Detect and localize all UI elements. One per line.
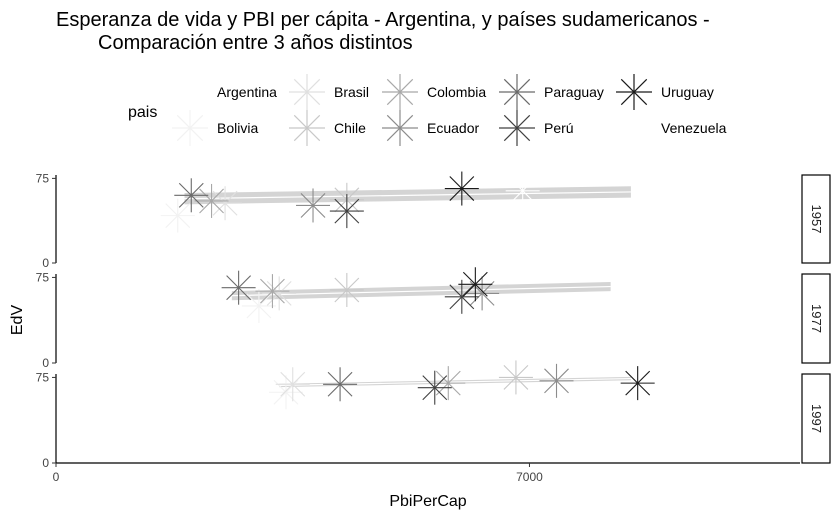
x-axis-label: PbiPerCap <box>389 493 466 510</box>
y-tick-label-1957-75: 75 <box>36 171 50 185</box>
point-1977-colombia <box>255 274 290 309</box>
point-1977-argentina <box>722 268 757 303</box>
legend-label-uruguay: Uruguay <box>661 84 714 100</box>
legend-key-colombia <box>382 74 418 110</box>
legend-label-bolivia: Bolivia <box>217 120 258 136</box>
trend-line-1957 <box>184 191 631 200</box>
point-1977-venezuela <box>708 269 743 304</box>
y-tick-label-1977-0: 0 <box>42 356 49 370</box>
point-1997-paraguay <box>323 367 358 402</box>
point-1957-argentina <box>505 173 540 208</box>
legend-label-chile: Chile <box>334 120 366 136</box>
legend-label-paraguay: Paraguay <box>544 84 604 100</box>
chart-title-line-1: Esperanza de vida y PBI per cápita - Arg… <box>56 9 710 31</box>
facet-panel-1977: 0 75 1977 <box>36 267 831 370</box>
trend-line-1977 <box>231 285 611 297</box>
facet-strip-label-1957: 1957 <box>809 205 824 234</box>
point-1997-bolivia <box>268 375 303 410</box>
point-1977-paraguay <box>221 270 256 305</box>
legend-key-argentina <box>172 74 208 110</box>
point-1997-chile <box>498 360 533 395</box>
facet-strip-1977: 1977 <box>801 273 831 364</box>
point-1957-peru <box>329 194 364 229</box>
y-tick-label-1997-75: 75 <box>36 370 50 384</box>
legend-key-bolivia <box>172 110 208 146</box>
point-1997-argentina <box>762 362 797 397</box>
point-1957-venezuela <box>701 182 736 217</box>
point-1997-venezuela <box>701 362 736 397</box>
point-1977-brasil <box>262 276 297 311</box>
point-1997-uruguay <box>620 366 655 401</box>
point-1997-colombia <box>431 366 466 401</box>
point-1957-colombia <box>194 183 229 218</box>
y-tick-label-1977-75: 75 <box>36 270 50 284</box>
legend-label-venezuela: Venezuela <box>661 120 727 136</box>
facet-strip-1997: 1997 <box>801 373 831 464</box>
point-1997-ecuador <box>539 363 574 398</box>
y-tick-label-1997-0: 0 <box>42 456 49 470</box>
legend: pais Argentina Bolivia Brasil Chile Colombia… <box>128 74 727 146</box>
legend-key-peru <box>499 110 535 146</box>
facet-panel-1997: 0 75 1997 <box>36 360 831 470</box>
x-tick-label-0: 0 <box>53 470 60 484</box>
legend-key-chile <box>289 110 325 146</box>
legend-key-paraguay <box>499 74 535 110</box>
legend-label-peru: Perú <box>544 120 574 136</box>
point-1977-chile <box>329 272 364 307</box>
facet-strip-label-1977: 1977 <box>809 304 824 333</box>
x-tick-label-7000: 7000 <box>516 470 543 484</box>
point-1957-paraguay <box>174 178 209 213</box>
point-1997-brasil <box>275 367 310 402</box>
legend-label-brasil: Brasil <box>334 84 369 100</box>
legend-label-ecuador: Ecuador <box>427 120 479 136</box>
point-1977-peru <box>444 279 479 314</box>
point-1997-peru <box>417 370 452 405</box>
y-tick-label-1957-0: 0 <box>42 256 49 270</box>
legend-key-brasil <box>289 74 325 110</box>
y-axis-label: EdV <box>9 305 26 336</box>
legend-title: pais <box>128 104 157 121</box>
legend-key-ecuador <box>382 110 418 146</box>
legend-label-colombia: Colombia <box>427 84 486 100</box>
point-1977-bolivia <box>241 288 276 323</box>
point-1957-uruguay <box>444 171 479 206</box>
chart-title-line-2: Comparación entre 3 años distintos <box>98 32 413 54</box>
facet-strip-1957: 1957 <box>801 174 831 264</box>
point-1957-ecuador <box>296 188 331 223</box>
facet-strip-label-1997: 1997 <box>809 404 824 433</box>
legend-key-uruguay <box>616 74 652 110</box>
facet-panel-1957: 0 75 1957 <box>36 171 831 270</box>
point-1977-uruguay <box>458 267 493 302</box>
point-1957-bolivia <box>160 198 195 233</box>
legend-label-argentina: Argentina <box>217 84 277 100</box>
legend-key-venezuela <box>616 110 652 146</box>
